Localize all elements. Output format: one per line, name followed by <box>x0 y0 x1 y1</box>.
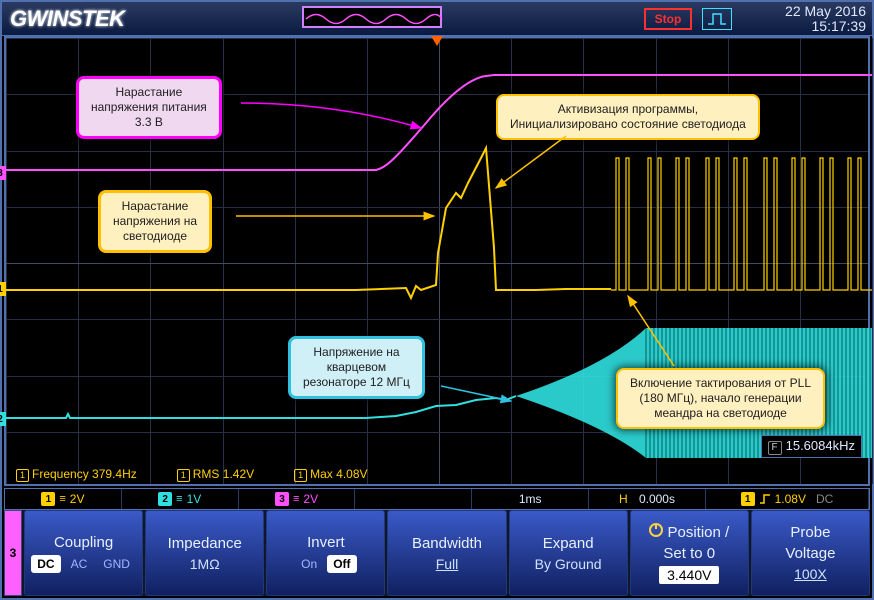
status-bar: 1 ≡ 2V 2 ≡ 1V 3 ≡ 2V 1ms H 0.000s 1 1.08… <box>4 488 870 510</box>
ch3-marker: 3 <box>0 166 6 180</box>
status-ch3: 3 ≡ 2V <box>239 489 356 509</box>
knob-icon <box>649 523 663 537</box>
menu-expand[interactable]: Expand By Ground <box>509 510 628 596</box>
trigger-mode-icon <box>702 8 732 30</box>
frequency-readout: F15.6084kHz <box>761 435 862 458</box>
run-stop-button[interactable]: Stop <box>644 8 692 30</box>
menu-impedance[interactable]: Impedance 1MΩ <box>145 510 264 596</box>
logo: GWINSTEK <box>2 6 125 32</box>
status-ch1: 1 ≡ 2V <box>5 489 122 509</box>
ch2-marker: 2 <box>0 412 6 426</box>
annotation-pll: Включение тактирования от PLL (180 МГц),… <box>616 368 825 429</box>
meas-max: 1Max 4.08V <box>294 467 367 482</box>
menu-coupling[interactable]: Coupling DC AC GND <box>24 510 143 596</box>
annotation-program-init: Активизация программы, Инициализировано … <box>496 94 760 140</box>
menu-invert[interactable]: Invert On Off <box>266 510 385 596</box>
meas-frequency: 1Frequency 379.4Hz <box>16 467 137 482</box>
menu-channel-tag[interactable]: 3 <box>4 510 22 596</box>
date-display: 22 May 2016 <box>785 4 866 19</box>
annotation-ch2: Напряжение на кварцевом резонаторе 12 МГ… <box>288 336 425 399</box>
menu-probe[interactable]: Probe Voltage 100X <box>751 510 870 596</box>
waveform-area: 3 1 2 Нарастание напряжения питания 3.3 … <box>4 36 870 486</box>
meas-rms: 1RMS 1.42V <box>177 467 254 482</box>
waveform-preview <box>302 6 442 28</box>
status-timebase: 1ms <box>472 489 589 509</box>
ch1-marker: 1 <box>0 282 6 296</box>
annotation-ch3: Нарастание напряжения питания 3.3 В <box>76 76 222 139</box>
status-ch2: 2 ≡ 1V <box>122 489 239 509</box>
status-ch4 <box>355 489 472 509</box>
status-trigger: 1 1.08V DC <box>706 489 869 509</box>
status-offset: H 0.000s <box>589 489 706 509</box>
annotation-ch1-left: Нарастание напряжения на светодиоде <box>98 190 212 253</box>
menu-bandwidth[interactable]: Bandwidth Full <box>387 510 506 596</box>
menu-position[interactable]: Position / Set to 0 3.440V <box>630 510 749 596</box>
time-display: 15:17:39 <box>785 19 866 34</box>
